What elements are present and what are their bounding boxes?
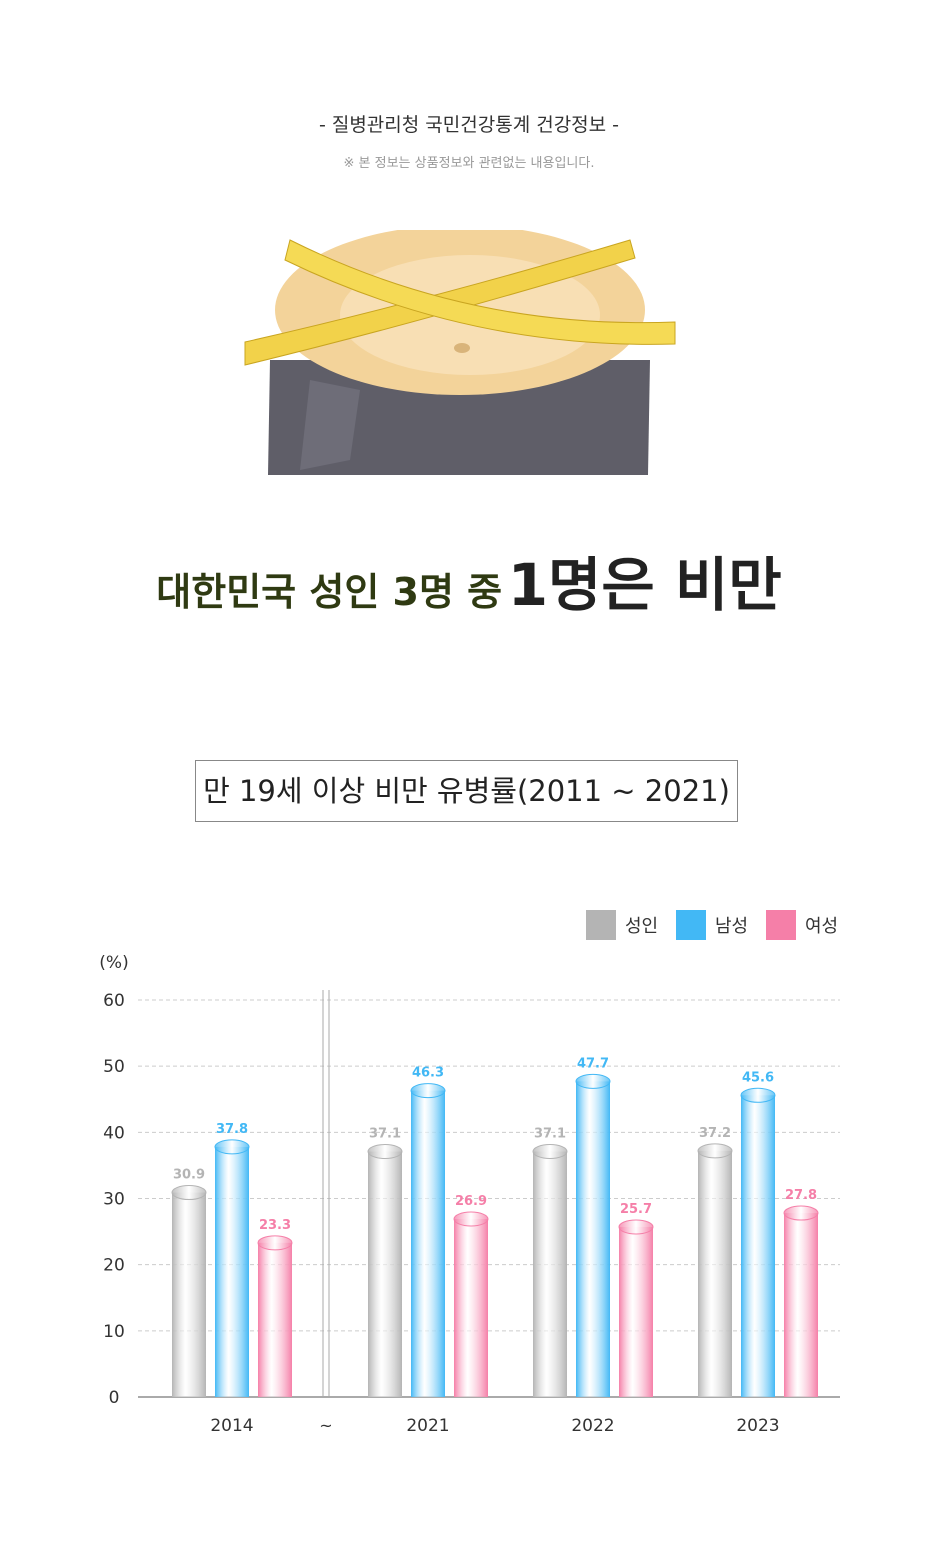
bar-top (453, 1211, 489, 1227)
bar-top (367, 1144, 403, 1160)
legend-swatch (586, 910, 616, 940)
bar (215, 1146, 249, 1397)
legend-label: 남성 (715, 916, 748, 937)
legend-swatch (766, 910, 796, 940)
bar-top (783, 1205, 819, 1221)
data-label: 37.2 (699, 1126, 731, 1141)
source-title: - 질병관리청 국민건강통계 건강정보 - (318, 114, 620, 136)
belly-illustration (244, 230, 676, 475)
headline: 대한민국 성인 3명 중 1명은 비만 (0, 538, 938, 622)
bar-top (214, 1139, 250, 1155)
y-tick-label: 20 (103, 1256, 125, 1276)
bar-top (532, 1144, 568, 1160)
legend-label: 여성 (805, 916, 838, 937)
bar-top (171, 1185, 207, 1201)
data-label: 46.3 (412, 1066, 444, 1081)
y-tick-label: 60 (103, 991, 125, 1011)
legend-swatch (676, 910, 706, 940)
y-tick-label: 0 (109, 1388, 120, 1408)
notice: ※ 본 정보는 상품정보와 관련없는 내용입니다. (343, 156, 595, 171)
data-label: 26.9 (455, 1194, 487, 1209)
x-tick-label: 2023 (736, 1416, 779, 1436)
bar-top (575, 1073, 611, 1089)
bar (368, 1151, 402, 1397)
x-tick-label: 2021 (406, 1416, 449, 1436)
bar (172, 1192, 206, 1397)
x-tick-label: 2022 (571, 1416, 614, 1436)
bar (576, 1081, 610, 1397)
bar-top (410, 1083, 446, 1099)
tape (284, 239, 676, 345)
data-label: 27.8 (785, 1188, 817, 1203)
y-tick-label: 30 (103, 1190, 125, 1210)
bar (258, 1242, 292, 1397)
bar (619, 1226, 653, 1397)
bar (741, 1095, 775, 1397)
data-label: 45.6 (742, 1070, 774, 1085)
bar (698, 1150, 732, 1397)
bar-top (618, 1219, 654, 1235)
bar (411, 1090, 445, 1397)
headline-emphasis: 1명은 비만 (507, 551, 782, 619)
bar (454, 1219, 488, 1397)
navel (454, 343, 470, 353)
pants (268, 360, 650, 475)
x-tick-label: 2014 (210, 1416, 253, 1436)
bar (533, 1151, 567, 1397)
y-tick-label: 40 (103, 1123, 125, 1143)
y-tick-label: 50 (103, 1057, 125, 1077)
pants-shade (300, 380, 360, 470)
headline-lead: 대한민국 성인 3명 중 (156, 570, 503, 614)
legend-label: 성인 (625, 916, 658, 937)
bar-top (697, 1143, 733, 1159)
bar-top (740, 1087, 776, 1103)
bar-top (257, 1235, 293, 1251)
data-label: 37.1 (534, 1127, 566, 1142)
data-label: 30.9 (173, 1168, 205, 1183)
data-label: 25.7 (620, 1202, 652, 1217)
data-label: 23.3 (259, 1218, 291, 1233)
y-tick-label: 10 (103, 1322, 125, 1342)
data-label: 37.1 (369, 1127, 401, 1142)
y-unit: (%) (99, 953, 128, 973)
chart: (%) 0 10 20 30 40 50 60 ~ 성인 남성 여성 2014 30.9 37.8 23.3… (99, 910, 840, 1436)
data-label: 47.7 (577, 1056, 609, 1071)
bar (784, 1213, 818, 1397)
data-label: 37.8 (216, 1122, 248, 1137)
axis-break-label: ~ (319, 1416, 332, 1435)
chart-title: 만 19세 이상 비만 유병률(2011 ~ 2021) (195, 760, 738, 822)
